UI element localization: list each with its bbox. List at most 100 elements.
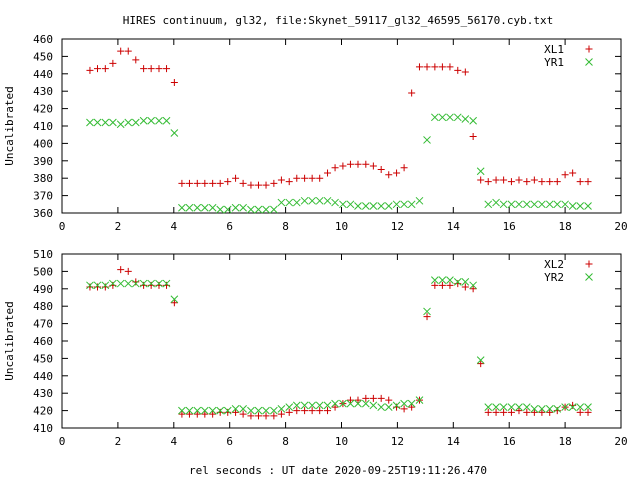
data-point-yr1: [315, 196, 324, 205]
data-point-xl1: [454, 66, 462, 74]
data-point-yr2: [400, 399, 408, 408]
data-point-yr1: [193, 203, 202, 212]
data-point-xl2: [408, 403, 416, 411]
data-point-xl1: [147, 65, 155, 73]
data-point-yr1: [530, 200, 539, 209]
data-point-xl2: [369, 394, 377, 402]
data-point-yr2: [339, 399, 347, 408]
data-point-xl2: [469, 285, 477, 293]
data-point-xl2: [201, 410, 209, 418]
data-point-yr1: [101, 118, 110, 127]
data-point-xl2: [93, 283, 101, 291]
data-point-yr1: [231, 203, 240, 212]
data-point-yr1: [216, 205, 225, 214]
data-point-xl2: [530, 408, 538, 416]
data-point-xl1: [446, 63, 454, 71]
data-point-xl2: [461, 283, 469, 291]
data-point-xl2: [308, 407, 316, 415]
data-point-xl1: [400, 164, 408, 172]
x-tick-label-2: 18: [558, 435, 571, 448]
data-point-xl2: [109, 281, 117, 289]
data-point-xl1: [477, 176, 485, 184]
data-point-yr1: [561, 200, 569, 209]
data-point-yr2: [522, 403, 531, 411]
data-point-xl2: [546, 408, 554, 416]
data-point-yr2: [208, 406, 217, 415]
x-tick-label-2: 20: [614, 435, 627, 448]
y-axis-label-2: Uncalibrated: [3, 301, 16, 380]
data-point-yr1: [377, 202, 386, 210]
data-point-xl2: [362, 394, 370, 402]
data-point-xl1: [331, 164, 339, 172]
data-point-xl2: [155, 281, 163, 289]
data-point-xl1: [117, 47, 125, 55]
x-tick-label-1: 10: [335, 220, 348, 233]
data-point-yr2: [568, 403, 577, 411]
data-point-yr1: [139, 116, 148, 125]
data-point-xl1: [469, 132, 477, 140]
data-point-yr2: [109, 279, 117, 288]
x-tick-label-1: 14: [447, 220, 461, 233]
data-point-xl2: [285, 408, 293, 416]
data-point-xl1: [393, 169, 401, 177]
x-tick-label-1: 6: [226, 220, 233, 233]
data-point-yr2: [377, 403, 386, 411]
data-point-xl2: [431, 281, 439, 289]
data-point-yr2: [101, 281, 110, 290]
data-point-yr1: [223, 205, 232, 214]
data-point-xl1: [178, 179, 186, 187]
plot-frame-1: [61, 38, 622, 214]
data-point-xl2: [254, 412, 262, 420]
data-point-yr1: [277, 198, 286, 207]
data-point-yr1: [515, 200, 523, 209]
data-point-xl1: [415, 63, 423, 71]
x-tick-label-2: 2: [115, 435, 122, 448]
data-point-xl2: [239, 410, 247, 418]
data-point-yr2: [300, 401, 309, 410]
data-point-yr2: [430, 276, 439, 284]
data-point-yr1: [354, 202, 362, 210]
data-point-xl1: [431, 63, 439, 71]
data-point-yr2: [346, 399, 355, 408]
data-point-xl2: [500, 408, 508, 416]
data-point-yr1: [116, 120, 125, 129]
data-point-yr2: [499, 403, 508, 411]
data-point-xl1: [500, 176, 508, 184]
data-point-xl2: [185, 410, 193, 418]
data-point-xl2: [454, 280, 462, 288]
data-point-xl1: [377, 166, 385, 173]
data-point-xl2: [331, 403, 339, 411]
data-point-xl2: [140, 281, 148, 289]
data-point-xl2: [209, 410, 217, 418]
data-point-xl1: [301, 174, 309, 182]
data-point-yr2: [170, 295, 179, 304]
data-point-xl2: [553, 407, 561, 415]
data-point-yr2: [576, 403, 585, 411]
data-point-yr1: [400, 200, 408, 209]
data-point-xl1: [86, 66, 94, 74]
data-point-xl2: [438, 281, 446, 289]
data-point-xl1: [354, 160, 362, 168]
data-point-yr2: [308, 401, 317, 410]
data-point-yr2: [231, 405, 240, 413]
x-tick-label-1: 2: [115, 220, 122, 233]
data-point-yr1: [270, 205, 278, 214]
data-point-xl1: [247, 181, 255, 189]
data-point-xl2: [247, 412, 255, 420]
data-point-xl1: [132, 56, 140, 64]
data-point-xl2: [101, 283, 109, 291]
data-point-yr1: [492, 198, 500, 207]
data-point-yr2: [561, 403, 569, 411]
data-point-yr2: [270, 406, 278, 415]
y-tick-label-2: 490: [33, 283, 53, 296]
data-point-yr2: [193, 406, 202, 415]
data-point-xl2: [477, 360, 485, 368]
data-point-xl2: [393, 403, 401, 411]
data-point-xl1: [576, 178, 584, 186]
data-point-yr1: [461, 115, 470, 123]
y-tick-label-2: 500: [33, 265, 53, 278]
data-point-xl1: [515, 176, 523, 184]
data-point-yr1: [86, 118, 94, 127]
data-point-yr2: [315, 401, 324, 410]
